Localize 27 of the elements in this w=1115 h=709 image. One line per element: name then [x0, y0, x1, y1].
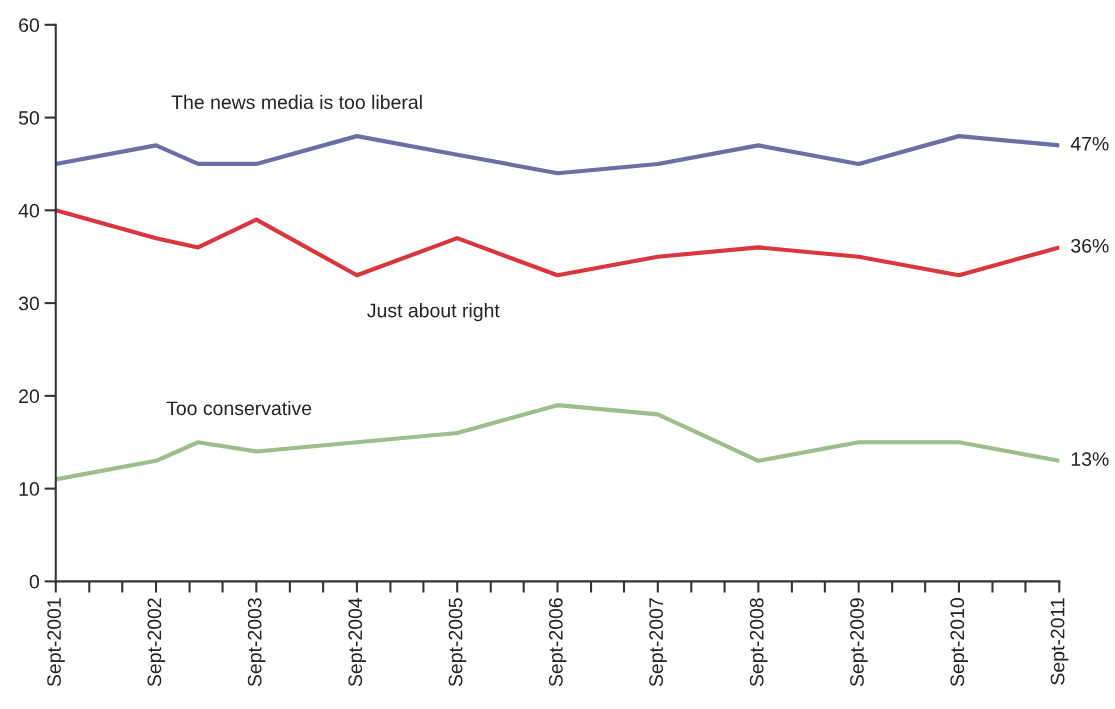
y-tick-label: 50 — [18, 111, 40, 125]
x-tick-label: Sept-2004 — [348, 597, 366, 687]
x-tick-label: Sept-2010 — [950, 598, 969, 687]
x-tick-label: Sept-2008 — [749, 598, 768, 687]
line-series — [55, 403, 1060, 482]
series-label: The news media is too liberal — [171, 94, 422, 110]
annotation: 13% — [1071, 452, 1109, 467]
series-label: Too conservative — [166, 400, 312, 416]
x-tick-label: Sept-2007 — [649, 598, 667, 687]
y-tick-label: 0 — [29, 574, 40, 589]
annotation: 47% — [1070, 136, 1109, 151]
x-tick-label: Sept-2011 — [1050, 598, 1069, 685]
x-tick-label: Sept-2002 — [147, 598, 166, 687]
x-tick-label: Sept-2009 — [850, 598, 868, 687]
y-tick-label: 30 — [18, 296, 40, 311]
x-tick-label: Sept-2001 — [47, 598, 65, 687]
y-tick-label: 60 — [19, 18, 40, 33]
annotation: 36% — [1071, 238, 1109, 253]
y-tick-label: 10 — [19, 482, 40, 496]
y-tick-label: 20 — [19, 389, 40, 404]
series-label: Just about right — [367, 303, 500, 322]
line-series — [55, 208, 1060, 278]
x-tick-label: Sept-2003 — [247, 598, 266, 687]
x-tick-label: Sept-2006 — [548, 598, 567, 687]
x-tick-label: Sept-2005 — [448, 598, 467, 687]
y-tick-label: 40 — [18, 203, 40, 218]
line-series — [55, 134, 1060, 176]
